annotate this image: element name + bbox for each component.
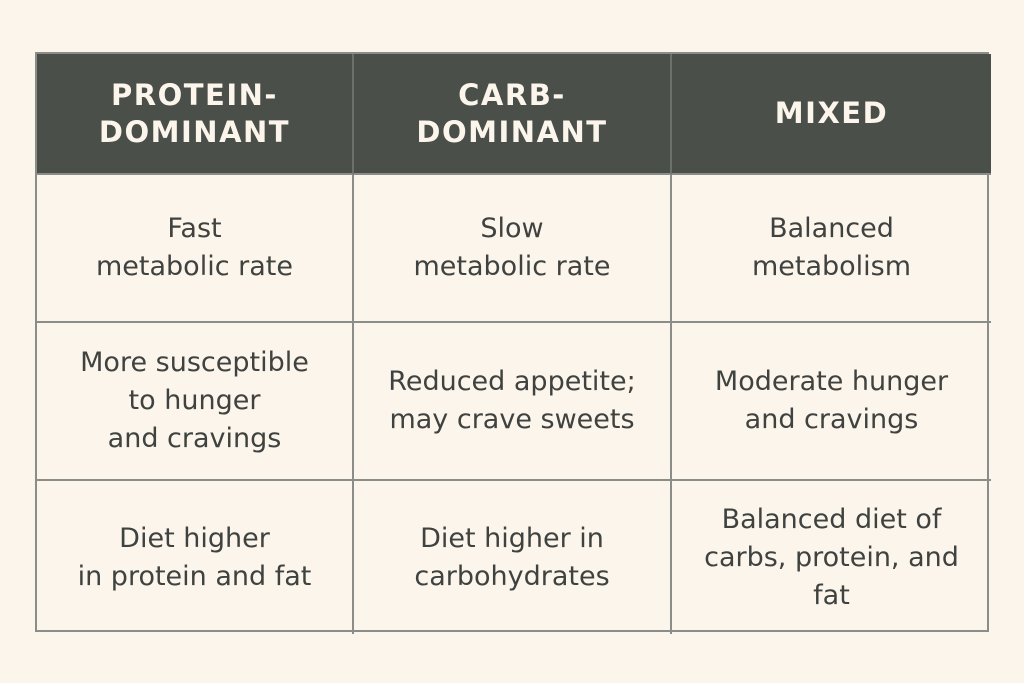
table-cell: Diet higher in carbohydrates: [354, 481, 672, 634]
table-cell: Slow metabolic rate: [354, 175, 672, 323]
cell-text: Balanced metabolism: [751, 213, 912, 282]
table-cell: More susceptible to hunger and cravings: [37, 323, 354, 481]
header-label: CARB- DOMINANT: [416, 77, 608, 149]
table-cell: Reduced appetite; may crave sweets: [354, 323, 672, 481]
cell-text: Balanced diet of carbs, protein, and fat: [704, 503, 959, 611]
table-cell: Balanced diet of carbs, protein, and fat: [672, 481, 991, 634]
table-cell: Diet higher in protein and fat: [37, 481, 354, 634]
cell-text: Fast metabolic rate: [96, 213, 293, 282]
header-carb-dominant: CARB- DOMINANT: [354, 54, 672, 175]
table-cell: Fast metabolic rate: [37, 175, 354, 323]
comparison-table: PROTEIN- DOMINANT CARB- DOMINANT MIXED F…: [35, 52, 991, 634]
cell-text: Moderate hunger and cravings: [714, 366, 949, 435]
cell-text: Diet higher in carbohydrates: [414, 522, 610, 592]
header-mixed: MIXED: [672, 54, 991, 175]
table-cell: Balanced metabolism: [672, 175, 991, 323]
header-label: PROTEIN- DOMINANT: [98, 77, 291, 149]
cell-text: Reduced appetite; may crave sweets: [388, 366, 636, 435]
cell-text: Slow metabolic rate: [413, 213, 611, 282]
table-cell: Moderate hunger and cravings: [672, 323, 991, 481]
cell-text: More susceptible to hunger and cravings: [80, 347, 309, 454]
header-protein-dominant: PROTEIN- DOMINANT: [37, 54, 354, 175]
header-label: MIXED: [774, 96, 889, 130]
cell-text: Diet higher in protein and fat: [77, 522, 312, 592]
